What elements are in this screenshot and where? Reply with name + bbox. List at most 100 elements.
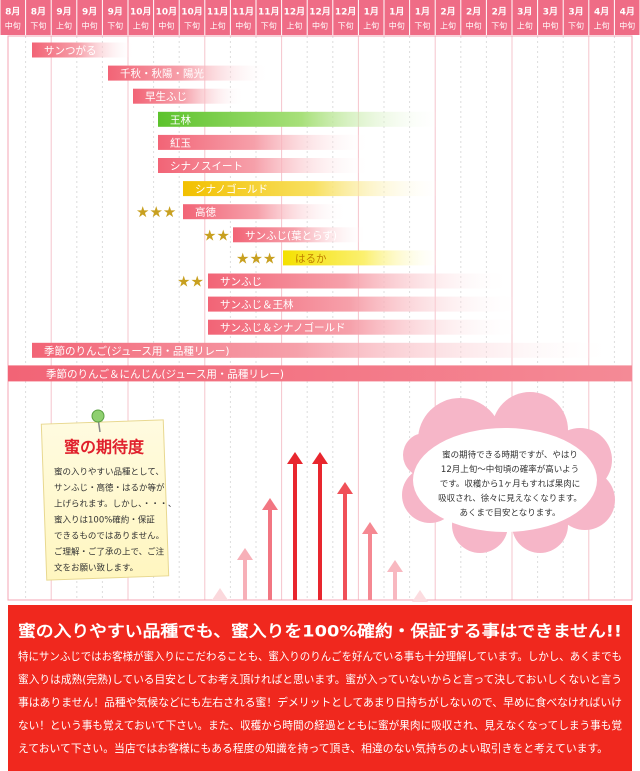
header-period: 下旬 — [30, 21, 46, 31]
bar — [183, 204, 348, 220]
header-period: 上旬 — [517, 21, 533, 31]
arrow-head — [362, 522, 378, 534]
arrow-shaft — [318, 462, 322, 600]
bar — [133, 88, 245, 104]
header-cell — [205, 0, 230, 35]
header-month: 12月 — [335, 7, 357, 18]
header-cell — [256, 0, 282, 35]
header-month: 3月 — [517, 7, 532, 18]
header-period: 上旬 — [286, 21, 302, 31]
header-cell — [0, 0, 26, 35]
header-period: 中旬 — [466, 21, 482, 31]
header-month: 11月 — [207, 7, 229, 18]
note-paper — [40, 419, 170, 581]
header-month: 4月 — [594, 7, 609, 18]
bar-label: 高徳 — [195, 206, 216, 219]
header-month: 12月 — [309, 7, 331, 18]
cloud-line: あくまで目安となります。 — [460, 508, 561, 519]
bar — [32, 42, 135, 58]
header-period: 中旬 — [619, 21, 635, 31]
header-period: 下旬 — [414, 21, 430, 31]
bar — [208, 319, 522, 335]
bar — [233, 227, 368, 243]
header-month: 2月 — [466, 7, 481, 18]
bar — [208, 296, 522, 312]
bar — [158, 134, 372, 150]
bar-label: シナノゴールド — [195, 183, 268, 196]
header-month: 2月 — [440, 7, 455, 18]
notice-line: 特にサンふじではお客様が蜜入りにこだわることも、蜜入りのりんごを好んでいる事も十… — [18, 649, 622, 663]
header-month: 12月 — [284, 7, 306, 18]
cloud-line: 蜜の期待できる時期ですが、やはり — [442, 450, 578, 461]
header-month: 1月 — [389, 7, 404, 18]
cloud-inner — [413, 428, 597, 532]
bar — [8, 365, 632, 382]
header-period: 中旬 — [312, 21, 328, 31]
header-period: 中旬 — [158, 21, 174, 31]
cloud-line: です。収穫から1ヶ月もすれば果肉に — [440, 479, 581, 490]
arrows — [212, 452, 428, 602]
note-line: サンふじ・高徳・はるか等が — [54, 483, 165, 494]
bar-label: シナノスイート — [170, 161, 243, 173]
rows: サンつがる千秋・秋陽・陽光早生ふじ王林紅玉シナノスイートシナノゴールド高徳★★★… — [8, 42, 632, 382]
note-line: 文をお願い致します。 — [54, 563, 138, 574]
bar — [158, 111, 445, 127]
header-cell — [435, 0, 461, 35]
note-line: できるものではありません。 — [54, 532, 164, 542]
bar — [208, 273, 512, 289]
arrow-head — [337, 482, 353, 494]
bar — [108, 65, 270, 81]
header-period: 上旬 — [440, 21, 456, 31]
header-cell — [282, 0, 307, 35]
header-period: 下旬 — [568, 21, 584, 31]
header-month: 11月 — [232, 7, 254, 18]
header-cell — [589, 0, 614, 35]
notice-title: 蜜の入りやすい品種でも、蜜入りを100%確約・保証する事はできません!! — [18, 622, 622, 641]
header-period: 下旬 — [184, 21, 200, 31]
bar-label: 紅玉 — [170, 137, 191, 149]
header-month: 3月 — [543, 7, 558, 18]
header-cell — [128, 0, 154, 35]
header-period: 下旬 — [491, 21, 507, 31]
arrow-shaft — [268, 508, 272, 600]
header-cell — [307, 0, 333, 35]
arrow-head — [262, 498, 278, 510]
arrow-shaft — [393, 570, 397, 600]
header-period: 上旬 — [210, 21, 226, 31]
header-cell — [461, 0, 486, 35]
bar-label: 季節のりんご(ジュース用・品種リレー) — [44, 344, 229, 357]
header-cell — [384, 0, 410, 35]
stars: ★★★ — [236, 249, 276, 267]
header-month: 8月 — [31, 7, 46, 18]
header-month: 1月 — [415, 7, 430, 18]
notice-line: えておいて下さい。当店ではお客様にもある程度の知識を持って頂き、相違のない気持ち… — [18, 741, 608, 755]
header-period: 中旬 — [5, 21, 21, 31]
bar-label: サンふじ＆シナノゴールド — [220, 321, 345, 334]
header-cell — [538, 0, 563, 35]
arrow-head — [212, 588, 228, 600]
header-month: 9月 — [82, 7, 97, 18]
notice-line: 蜜入りは成熟(完熟)している目安としてお考え頂ければと思います。蜜が入っていない… — [18, 672, 622, 686]
cloud-line: 12月上旬～中旬頃の確率が高いよう — [441, 464, 579, 475]
header-cell — [512, 0, 538, 35]
header-month: 1月 — [364, 7, 379, 18]
header-month: 8月 — [5, 7, 20, 18]
cloud-line: 吸収され、徐々に見えなくなります。 — [438, 493, 582, 504]
header-cell — [154, 0, 179, 35]
arrow-head — [237, 548, 253, 560]
stars: ★★ — [203, 226, 230, 244]
bar-label: はるか — [295, 253, 327, 265]
arrow-shaft — [343, 492, 347, 600]
header-cell — [333, 0, 358, 35]
header-cell — [77, 0, 102, 35]
notice-box — [8, 605, 632, 771]
header-month: 10月 — [181, 7, 203, 18]
bar-label: サンふじ(葉とらず) — [245, 229, 337, 242]
header-period: 下旬 — [261, 21, 277, 31]
header-cell — [26, 0, 51, 35]
bar — [32, 342, 620, 358]
note-line: 蜜の入りやすい品種として、 — [54, 467, 164, 478]
cloud: 蜜の期待できる時期ですが、やはり 12月上旬～中旬頃の確率が高いようです。収穫から… — [402, 392, 615, 553]
